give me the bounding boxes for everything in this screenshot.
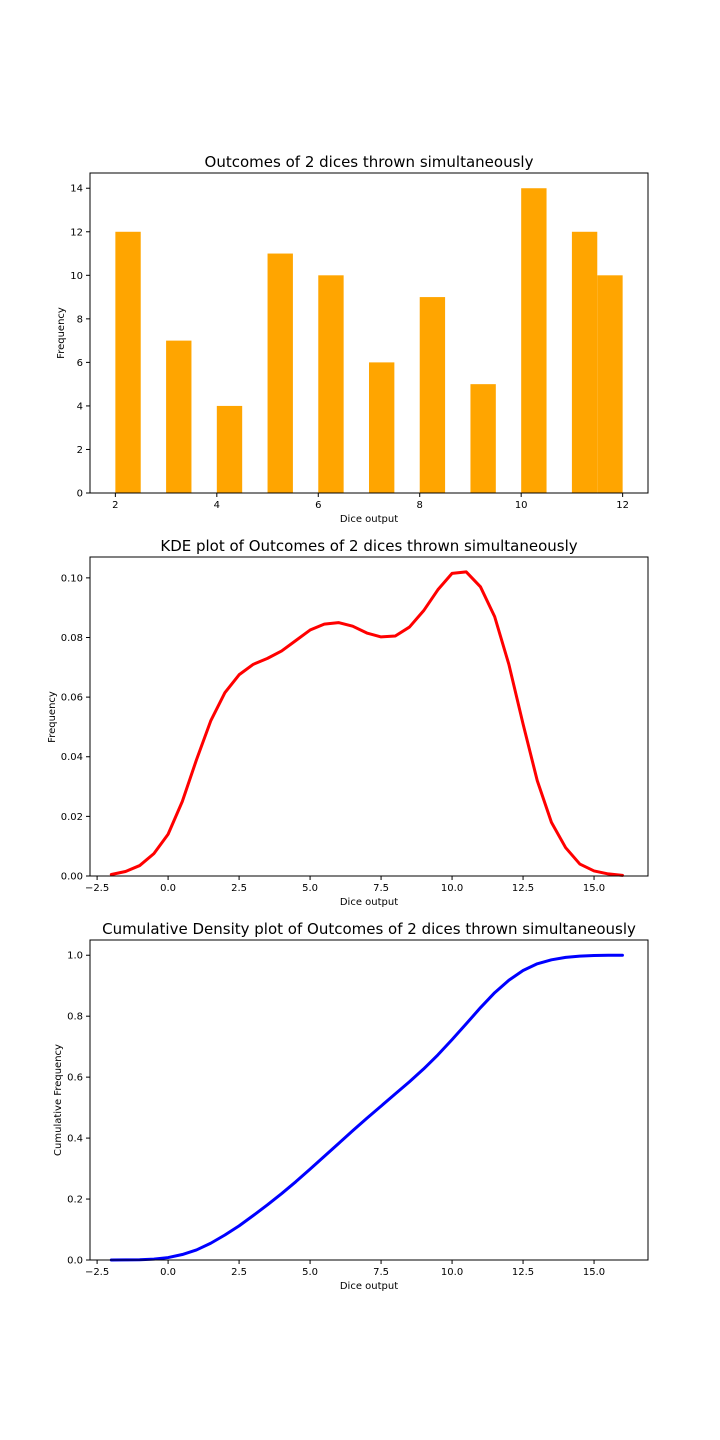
kde-y-tick-label-3: 0.04	[61, 752, 83, 763]
kde-curve	[109, 570, 624, 877]
cumulative-plot-frame	[89, 939, 649, 1261]
histogram-x-axis-label: Dice output	[340, 514, 398, 525]
kde-x-tick-label-1: −2.5	[85, 883, 109, 894]
histogram-y-tick-label-2: 2	[77, 445, 83, 456]
cumulative-y-tick-label-1: 0.0	[67, 1256, 83, 1267]
histogram-x-tick-label-1: 2	[112, 500, 118, 511]
kde-panel: KDE plot of Outcomes of 2 dices thrown s…	[47, 537, 649, 908]
histogram-y-axis-ticks: 0 2 4 6 8 10 12 14	[70, 184, 90, 500]
histogram-bar-3	[216, 405, 243, 493]
histogram-y-tick-label-8: 14	[70, 184, 83, 195]
kde-y-tick-label-1: 0.00	[61, 872, 83, 883]
cumulative-x-axis-ticks: −2.5 0.0 2.5 5.0 7.5 10.0 12.5 15.0	[85, 1260, 605, 1278]
kde-x-tick-label-3: 2.5	[231, 883, 247, 894]
histogram-bars	[115, 188, 623, 493]
histogram-x-tick-label-4: 8	[417, 500, 423, 511]
cumulative-y-tick-label-4: 0.6	[67, 1073, 83, 1084]
histogram-y-tick-label-5: 8	[77, 314, 83, 325]
histogram-bar-6	[369, 362, 395, 493]
cumulative-x-tick-label-8: 15.0	[583, 1267, 605, 1278]
histogram-bar-9	[521, 188, 547, 493]
kde-x-tick-label-2: 0.0	[160, 883, 176, 894]
kde-x-axis-label: Dice output	[340, 897, 398, 908]
cumulative-y-axis-ticks: 0.0 0.2 0.4 0.6 0.8 1.0	[67, 951, 90, 1267]
cumulative-x-tick-label-6: 10.0	[441, 1267, 463, 1278]
kde-x-tick-label-6: 10.0	[441, 883, 463, 894]
kde-y-tick-label-6: 0.10	[61, 573, 83, 584]
cumulative-y-tick-label-5: 0.8	[67, 1012, 83, 1023]
histogram-x-axis-ticks: 2 4 6 8 10 12	[112, 493, 629, 511]
histogram-x-tick-label-3: 6	[315, 500, 321, 511]
histogram-bar-7	[419, 297, 446, 493]
histogram-y-axis-label: Frequency	[56, 307, 67, 359]
histogram-panel: Outcomes of 2 dices thrown simultaneousl…	[56, 153, 649, 525]
cumulative-curve	[109, 953, 624, 1262]
histogram-y-tick-label-6: 10	[70, 271, 83, 282]
kde-x-tick-label-8: 15.0	[583, 883, 605, 894]
histogram-y-tick-label-7: 12	[70, 227, 83, 238]
kde-plot-frame	[89, 556, 649, 877]
histogram-plot-frame	[89, 172, 649, 494]
kde-x-tick-label-7: 12.5	[512, 883, 534, 894]
kde-x-axis-ticks: −2.5 0.0 2.5 5.0 7.5 10.0 12.5 15.0	[85, 876, 605, 894]
cumulative-y-tick-label-2: 0.2	[67, 1195, 83, 1206]
kde-x-tick-label-4: 5.0	[302, 883, 318, 894]
cumulative-x-tick-label-4: 5.0	[302, 1267, 318, 1278]
histogram-title: Outcomes of 2 dices thrown simultaneousl…	[205, 153, 534, 171]
histogram-x-tick-label-5: 10	[515, 500, 528, 511]
cumulative-x-tick-label-7: 12.5	[512, 1267, 534, 1278]
cumulative-line	[109, 953, 624, 1262]
kde-y-tick-label-5: 0.08	[61, 633, 83, 644]
histogram-bar-2	[166, 340, 192, 493]
histogram-x-tick-label-6: 12	[616, 500, 629, 511]
histogram-y-tick-label-1: 0	[77, 489, 83, 500]
histogram-bar-4	[267, 253, 293, 493]
cumulative-y-tick-label-3: 0.4	[67, 1134, 83, 1145]
histogram-bar-11	[597, 275, 623, 493]
kde-y-axis-ticks: 0.00 0.02 0.04 0.06 0.08 0.10	[61, 573, 90, 883]
cumulative-x-tick-label-3: 2.5	[231, 1267, 247, 1278]
histogram-bar-8	[470, 384, 496, 493]
kde-title: KDE plot of Outcomes of 2 dices thrown s…	[160, 537, 577, 555]
kde-y-axis-label: Frequency	[47, 691, 58, 743]
kde-y-tick-label-4: 0.06	[61, 693, 83, 704]
histogram-x-tick-label-2: 4	[214, 500, 220, 511]
kde-x-tick-label-5: 7.5	[373, 883, 389, 894]
histogram-y-tick-label-3: 4	[77, 401, 83, 412]
histogram-y-tick-label-4: 6	[77, 358, 83, 369]
kde-line	[109, 570, 624, 877]
cumulative-x-tick-label-2: 0.0	[160, 1267, 176, 1278]
cumulative-panel: Cumulative Density plot of Outcomes of 2…	[53, 920, 649, 1292]
cumulative-title: Cumulative Density plot of Outcomes of 2…	[102, 920, 636, 938]
cumulative-y-axis-label: Cumulative Frequency	[53, 1044, 64, 1156]
cumulative-x-tick-label-1: −2.5	[85, 1267, 109, 1278]
cumulative-y-tick-label-6: 1.0	[67, 951, 83, 962]
histogram-bar-5	[318, 275, 344, 493]
histogram-bar-10	[571, 231, 598, 493]
cumulative-x-tick-label-5: 7.5	[373, 1267, 389, 1278]
cumulative-x-axis-label: Dice output	[340, 1281, 398, 1292]
histogram-bar-1	[115, 231, 141, 493]
kde-y-tick-label-2: 0.02	[61, 812, 83, 823]
